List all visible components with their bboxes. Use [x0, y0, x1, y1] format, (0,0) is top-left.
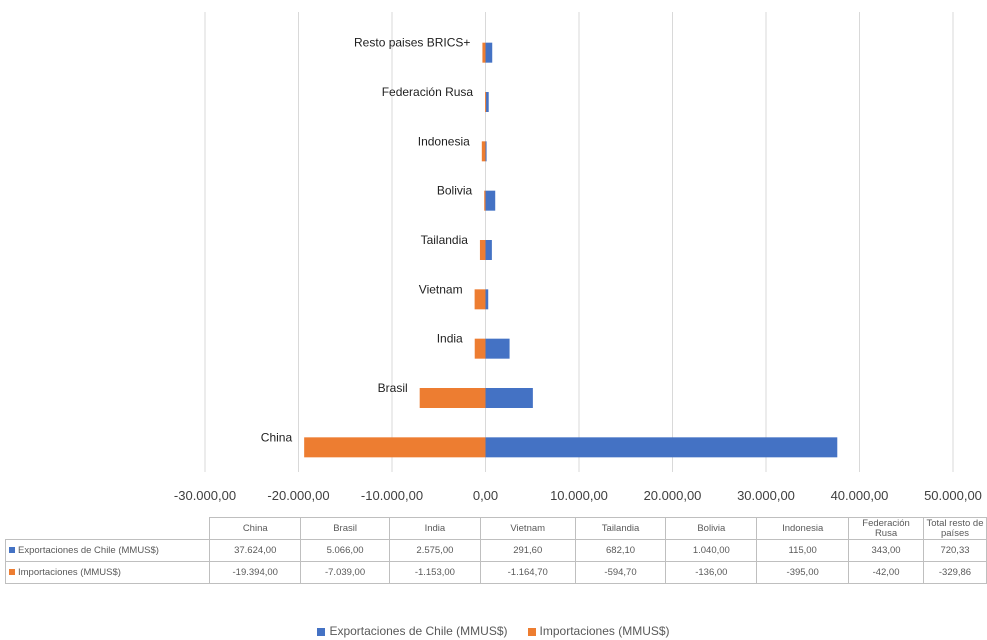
table-cell: 2.575,00 — [388, 539, 481, 562]
table-row-label-text: Importaciones (MMUS$) — [18, 566, 121, 578]
legend-item: Importaciones (MMUS$) — [527, 624, 670, 638]
table-cell: 720,33 — [922, 539, 987, 562]
legend-swatch-icon — [9, 568, 15, 575]
table-row-label-text: Exportaciones de Chile (MMUS$) — [18, 544, 159, 556]
table-cell: 5.066,00 — [300, 539, 390, 562]
bar-exportaciones — [485, 190, 496, 211]
bar-chart: China Brasil India Vietnam Tailandia Bolivia I… — [174, 12, 982, 503]
table-row-label: Importaciones (MMUS$) — [4, 561, 211, 584]
category-label: Resto paises BRICS+ — [354, 36, 470, 50]
table-row: Importaciones (MMUS$) -19.394,00 -7.039,00… — [4, 561, 987, 584]
table-cell: -594,70 — [574, 561, 667, 584]
bar-importaciones — [304, 437, 486, 458]
category-label: Federación Rusa — [382, 85, 474, 99]
bar-exportaciones — [485, 388, 533, 408]
category-label: Vietnam — [419, 282, 463, 296]
gridlines — [204, 12, 954, 472]
table-corner — [5, 517, 211, 540]
category-label: Indonesia — [418, 134, 470, 148]
bar-exportaciones — [485, 289, 489, 310]
legend-item: Exportaciones de Chile (MMUS$) — [317, 624, 508, 638]
category-label: Brasil — [378, 381, 408, 395]
table-cell: 1.040,00 — [665, 539, 758, 562]
table-header-cell: Federación Rusa — [848, 517, 924, 540]
table-header-cell: Bolivia — [665, 517, 758, 540]
bar-importaciones — [485, 92, 487, 112]
table-header-cell: Indonesia — [756, 517, 850, 540]
table-header-cell: Brasil — [300, 517, 390, 540]
legend: Exportaciones de Chile (MMUS$) Importacio… — [0, 624, 987, 638]
table-cell: -1.153,00 — [388, 561, 481, 584]
bar-importaciones — [479, 240, 486, 260]
x-axis-tick-labels: -30.000,00 -20.000,00 -10.000,00 0,00 10.000… — [174, 488, 982, 503]
table-cell: -395,00 — [756, 561, 850, 584]
x-tick-label: 0,00 — [473, 488, 498, 503]
table-cell: 682,10 — [574, 539, 667, 562]
table-cell: -1.164,70 — [479, 561, 576, 584]
bar-exportaciones — [485, 42, 493, 63]
table-cell: -19.394,00 — [209, 561, 302, 584]
category-label: Tailandia — [421, 233, 469, 247]
table-cell: 37.624,00 — [209, 539, 302, 562]
x-tick-label: -10.000,00 — [361, 488, 423, 503]
category-labels: China Brasil India Vietnam Tailandia Bolivia I… — [261, 36, 474, 445]
bar-exportaciones — [485, 240, 492, 260]
x-tick-label: 50.000,00 — [924, 488, 982, 503]
legend-swatch-icon — [317, 627, 326, 636]
legend-swatch-icon — [527, 627, 536, 636]
x-tick-label: 30.000,00 — [737, 488, 795, 503]
bar-importaciones — [474, 289, 486, 310]
table-cell: -7.039,00 — [300, 561, 390, 584]
bar-importaciones — [474, 338, 486, 359]
table-cell: 291,60 — [479, 539, 576, 562]
bar-exportaciones — [485, 437, 838, 458]
table-row-label: Exportaciones de Chile (MMUS$) — [4, 539, 211, 562]
category-label: China — [261, 430, 293, 444]
table-header-cell: China — [209, 517, 302, 540]
legend-label: Exportaciones de Chile (MMUS$) — [329, 624, 508, 638]
table-cell: -42,00 — [848, 561, 924, 584]
bar-importaciones — [481, 141, 486, 162]
table-cell: 343,00 — [848, 539, 924, 562]
table-cell: -329,86 — [922, 561, 987, 584]
table-header-cell: Total resto de países — [922, 517, 987, 540]
table-header-row: China Brasil India Vietnam Tailandia Bolivia I… — [5, 517, 987, 540]
bar-importaciones — [484, 190, 486, 211]
bar-importaciones — [419, 388, 486, 408]
table-row: Exportaciones de Chile (MMUS$) 37.624,00 5… — [4, 539, 987, 562]
x-tick-label: -20.000,00 — [267, 488, 329, 503]
table-header-cell: Vietnam — [479, 517, 576, 540]
bar-importaciones — [482, 42, 486, 63]
category-label: Bolivia — [437, 184, 473, 198]
table-cell: -136,00 — [665, 561, 758, 584]
table-cell: 115,00 — [756, 539, 850, 562]
bar-exportaciones — [485, 141, 487, 162]
data-table: China Brasil India Vietnam Tailandia Bolivia I… — [4, 517, 987, 584]
category-label: India — [437, 332, 463, 346]
x-tick-label: 40.000,00 — [831, 488, 889, 503]
legend-swatch-icon — [9, 546, 15, 553]
bar-exportaciones — [485, 92, 489, 112]
x-tick-label: 20.000,00 — [644, 488, 702, 503]
table-header-cell: Tailandia — [574, 517, 667, 540]
bars — [304, 42, 838, 458]
legend-label: Importaciones (MMUS$) — [539, 624, 670, 638]
x-tick-label: 10.000,00 — [550, 488, 608, 503]
table-header-cell: India — [388, 517, 481, 540]
bar-exportaciones — [485, 338, 510, 359]
x-tick-label: -30.000,00 — [174, 488, 236, 503]
